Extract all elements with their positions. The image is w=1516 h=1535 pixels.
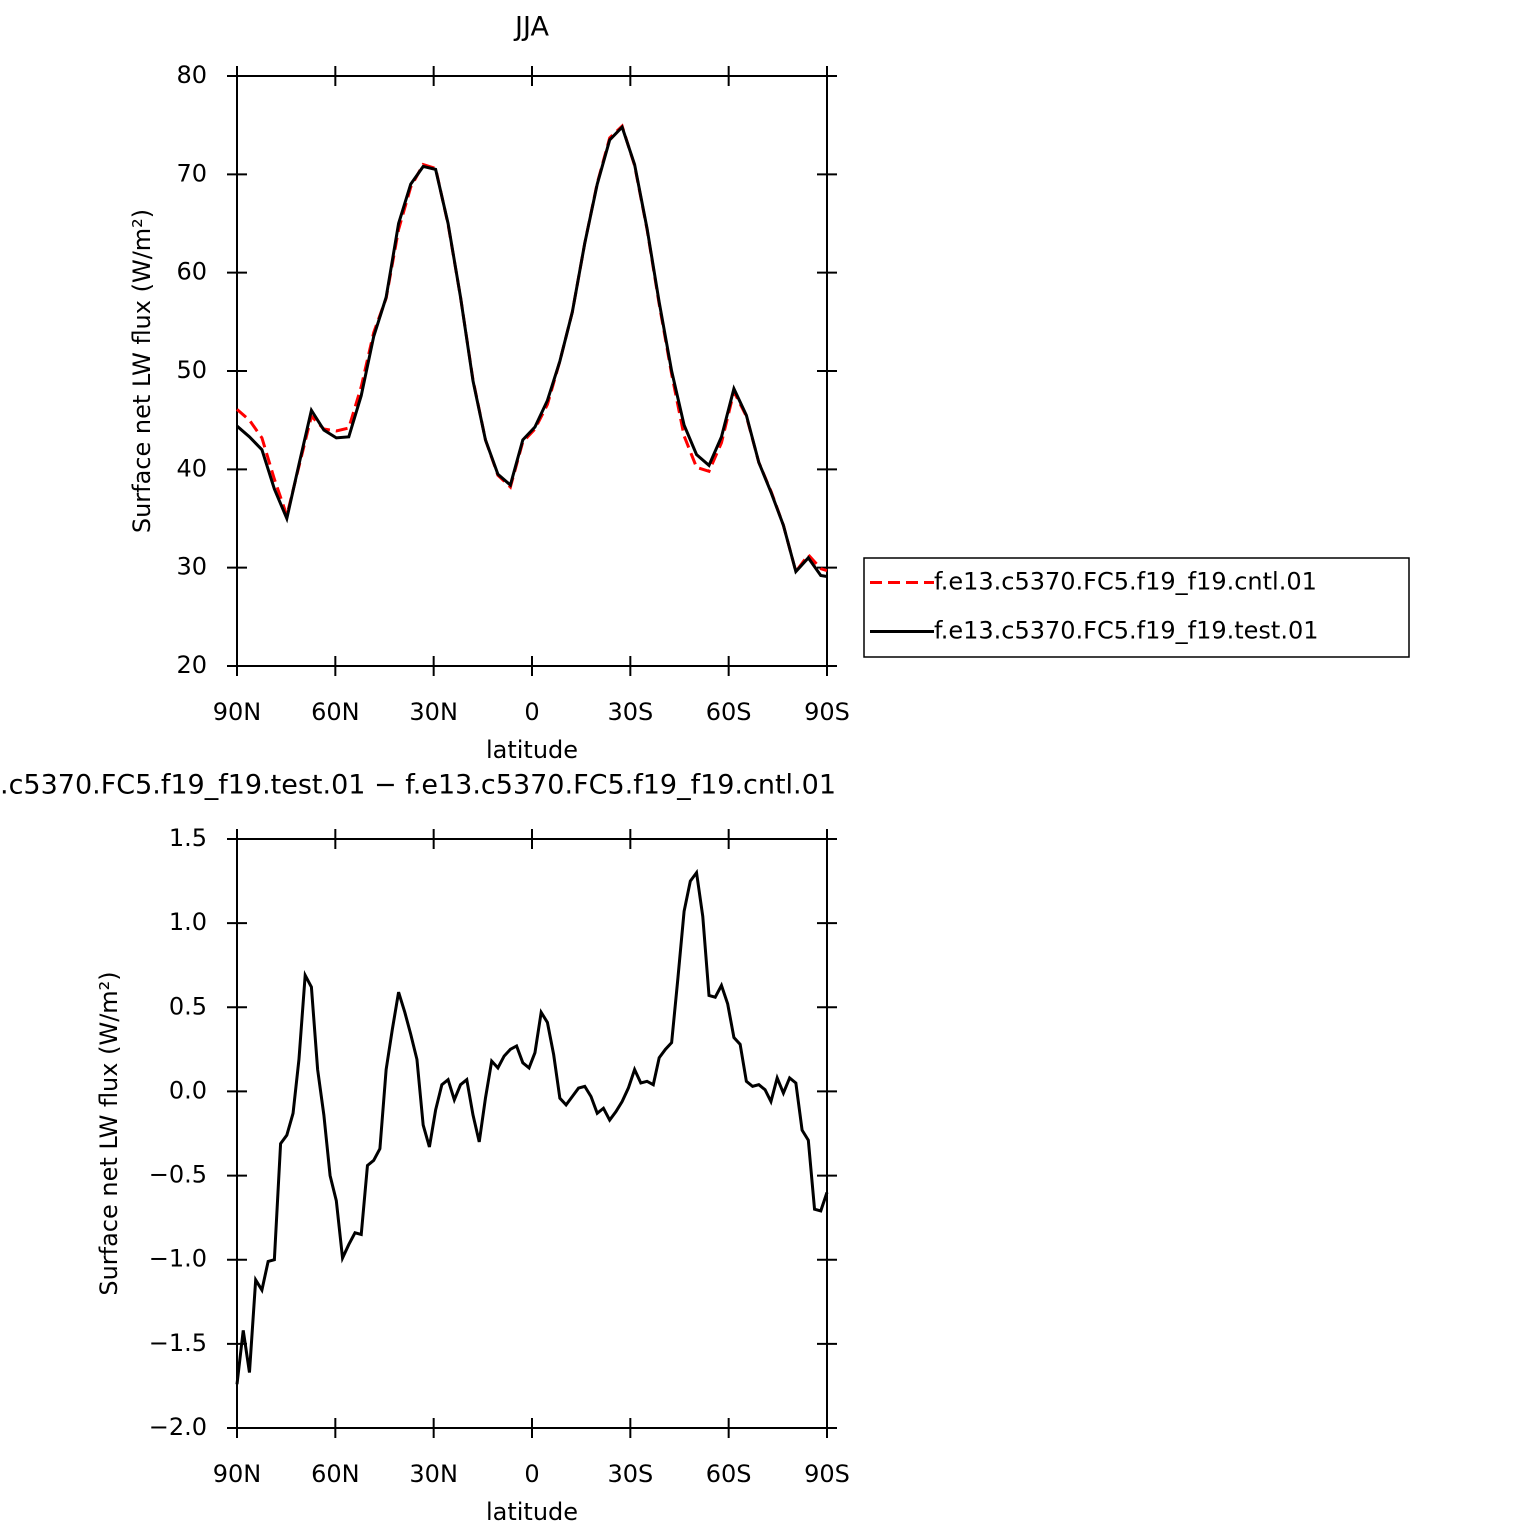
x-tick-label: 30N [409,1460,458,1488]
x-tick-label: 90N [213,1460,262,1488]
y-axis-label: Surface net LW flux (W/m²) [95,971,123,1295]
y-tick-label: 40 [176,454,207,482]
x-tick-label: 0 [524,1460,539,1488]
x-tick-label: 90S [804,698,850,726]
y-tick-label: 60 [176,258,207,286]
x-tick-label: 60S [706,1460,752,1488]
x-axis-label: latitude [486,1498,578,1526]
x-tick-label: 30S [607,1460,653,1488]
y-tick-label: −1.0 [149,1245,207,1273]
x-tick-label: 60N [311,1460,360,1488]
y-tick-label: 1.5 [169,824,207,852]
data-line [235,868,829,1385]
y-tick-label: 30 [176,553,207,581]
y-tick-label: 0.5 [169,992,207,1020]
y-tick-label: 0.0 [169,1076,207,1104]
x-tick-label: 30S [607,698,653,726]
y-tick-label: −2.0 [149,1413,207,1441]
y-tick-label: 70 [176,159,207,187]
x-tick-label: 60S [706,698,752,726]
chart-title: .c5370.FC5.f19_f19.test.01 − f.e13.c5370… [0,770,836,801]
plot-frame [236,75,828,667]
x-tick-label: 0 [524,698,539,726]
legend-box [863,557,1410,658]
y-tick-label: 80 [176,61,207,89]
y-axis-label: Surface net LW flux (W/m²) [128,209,156,533]
x-axis-label: latitude [486,736,578,764]
y-tick-label: −1.5 [149,1329,207,1357]
chart-title: JJA [513,12,549,43]
legend-label: f.e13.c5370.FC5.f19_f19.cntl.01 [934,568,1317,596]
y-tick-label: 20 [176,651,207,679]
legend-label: f.e13.c5370.FC5.f19_f19.test.01 [934,617,1319,645]
y-tick-label: 1.0 [169,908,207,936]
x-tick-label: 90S [804,1460,850,1488]
y-tick-label: −0.5 [149,1161,207,1189]
data-line [236,124,828,579]
x-tick-label: 90N [213,698,262,726]
x-tick-label: 30N [409,698,458,726]
data-line [236,123,828,575]
y-tick-label: 50 [176,356,207,384]
x-tick-label: 60N [311,698,360,726]
